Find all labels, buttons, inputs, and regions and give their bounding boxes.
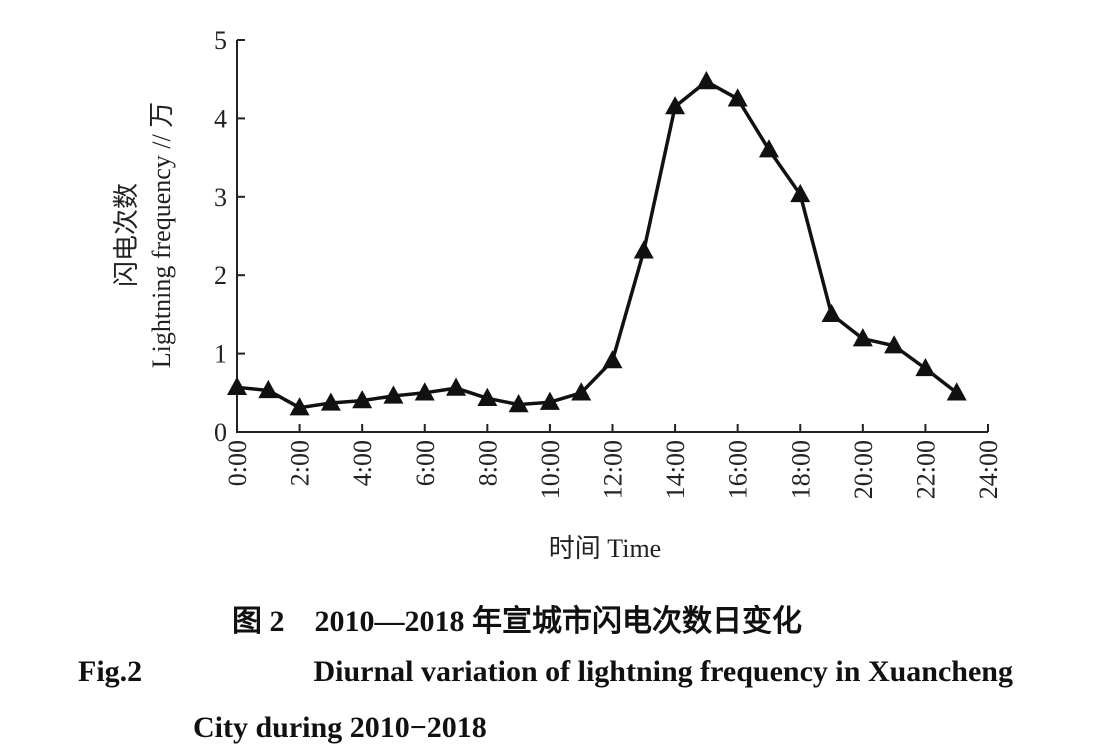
- data-point-marker: [446, 377, 467, 396]
- data-point-marker: [946, 382, 967, 401]
- data-point-marker: [539, 391, 560, 410]
- data-point-marker: [915, 357, 936, 377]
- data-point-marker: [602, 350, 623, 369]
- data-point-marker: [727, 88, 748, 107]
- figure-caption-en-line1: Fig.2 Diurnal variation of lightning fre…: [78, 655, 1013, 689]
- data-point-marker: [227, 376, 247, 395]
- x-tick-label: 24:00: [974, 440, 1003, 499]
- axis-labels: 时间 Time 闪电次数 Lightning frequency // 万: [112, 102, 661, 563]
- data-point-marker: [289, 397, 310, 416]
- y-tick-label: 4: [214, 104, 227, 133]
- y-tick-label: 3: [214, 183, 227, 212]
- data-point-marker: [790, 183, 811, 203]
- x-tick-label: 22:00: [911, 440, 940, 499]
- x-tick-label: 6:00: [411, 440, 440, 486]
- y-axis-label-en: Lightning frequency // 万: [147, 102, 176, 368]
- data-point-marker: [352, 390, 373, 409]
- data-point-marker: [821, 303, 842, 323]
- figure-caption-en-text: Diurnal variation of lightning frequency…: [313, 655, 1013, 688]
- x-axis-ticks: 0:00 2:00 4:00 6:00 8:00 10:00 12:00 14:00 16:00…: [223, 424, 1003, 499]
- series-line: [236, 79, 958, 410]
- data-point-marker: [852, 328, 873, 347]
- x-axis-label: 时间 Time: [549, 534, 661, 563]
- y-tick-label: 5: [214, 26, 227, 55]
- x-tick-label: 8:00: [473, 440, 502, 486]
- series-group: [227, 71, 967, 416]
- data-point-marker: [320, 392, 341, 411]
- x-tick-label: 0:00: [223, 440, 252, 486]
- data-point-marker: [508, 394, 529, 413]
- y-tick-label: 0: [214, 418, 227, 447]
- data-point-marker: [696, 71, 717, 90]
- line-chart: 0 1 2 3 4 5 0:00 2:00 4:00 6:00 8:00 10:00 12:00 14:…: [112, 26, 1003, 563]
- figure-caption-en-line2: City during 2010−2018: [193, 711, 487, 744]
- y-axis-label-zh: 闪电次数: [112, 183, 141, 287]
- data-point-marker: [665, 96, 686, 115]
- x-tick-label: 12:00: [599, 440, 628, 499]
- x-tick-label: 18:00: [786, 440, 815, 499]
- x-tick-label: 14:00: [661, 440, 690, 499]
- x-tick-label: 16:00: [724, 440, 753, 499]
- axes: [236, 40, 988, 433]
- x-tick-label: 4:00: [348, 440, 377, 486]
- x-tick-label: 20:00: [849, 440, 878, 499]
- figure-label: Fig.2: [78, 655, 143, 688]
- y-axis-ticks: 0 1 2 3 4 5: [214, 26, 245, 447]
- chart-area: 0 1 2 3 4 5 0:00 2:00 4:00 6:00 8:00 10:00 12:00 14:…: [112, 26, 1003, 563]
- x-tick-label: 10:00: [536, 440, 565, 499]
- data-point-marker: [571, 382, 592, 401]
- data-point-marker: [258, 379, 279, 399]
- y-tick-label: 1: [214, 340, 227, 369]
- data-point-marker: [477, 387, 498, 406]
- y-tick-label: 2: [214, 261, 227, 290]
- data-point-marker: [383, 385, 404, 404]
- data-point-marker: [758, 139, 779, 158]
- x-tick-label: 2:00: [286, 440, 315, 486]
- data-point-marker: [884, 335, 905, 354]
- figure-caption-zh: 图 2 2010—2018 年宣城市闪电次数日变化: [232, 605, 802, 638]
- data-point-marker: [414, 382, 435, 401]
- data-point-marker: [633, 240, 654, 259]
